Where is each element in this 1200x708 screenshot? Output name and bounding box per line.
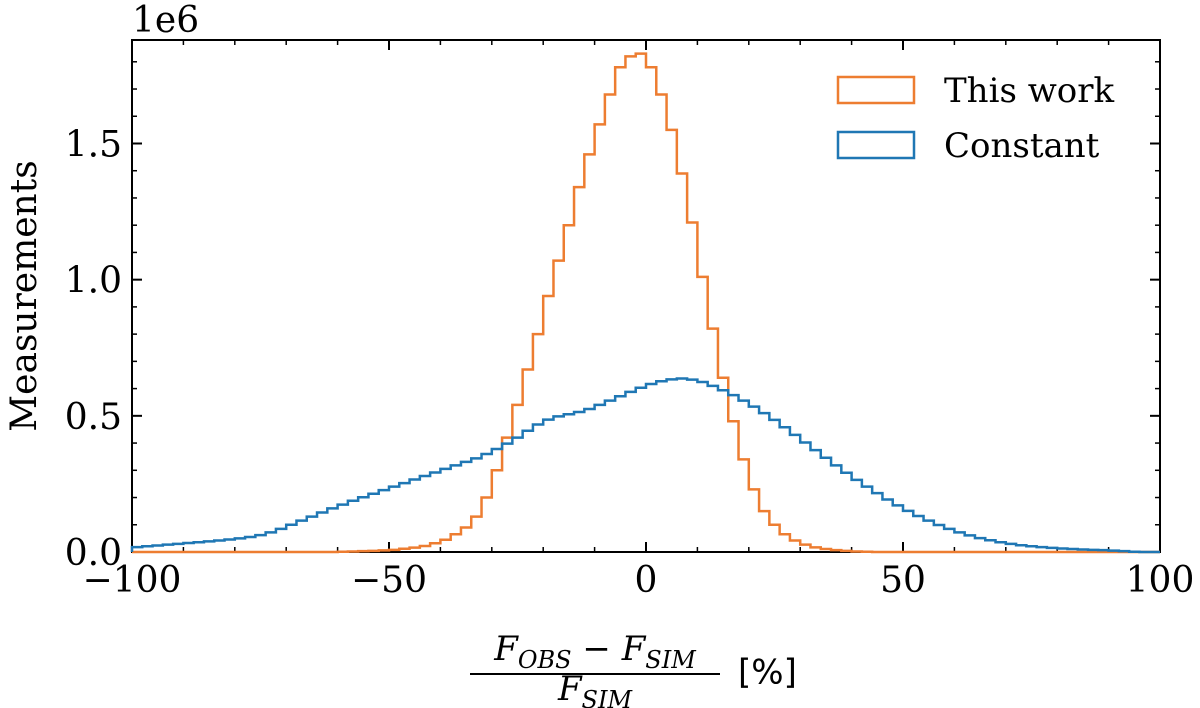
plot-frame <box>131 39 1161 553</box>
x-label-numerator: FOBS − FSIM <box>493 629 697 674</box>
x-tick-label: 50 <box>880 560 926 601</box>
x-label-denominator: FSIM <box>557 669 634 708</box>
x-tick-labels: −100 −50 0 50 100 <box>83 560 1195 601</box>
legend-label-constant: Constant <box>944 126 1100 166</box>
y-tick-label: 1.5 <box>65 124 122 165</box>
legend: This work Constant <box>836 71 1115 166</box>
x-tick-label: −100 <box>83 560 182 601</box>
y-tick-label: 1.0 <box>65 261 122 302</box>
y-tick-labels: 0.0 0.5 1.0 1.5 <box>65 124 122 574</box>
axis-ticks <box>131 40 1161 553</box>
y-offset-label: 1e6 <box>132 0 199 41</box>
legend-swatch-this-work <box>836 75 916 105</box>
y-tick-label: 0.5 <box>65 397 122 438</box>
x-tick-label: 100 <box>1126 560 1195 601</box>
histogram-step-constant <box>130 377 1160 554</box>
legend-swatch-constant <box>836 130 916 160</box>
histogram-step-this-work <box>132 52 1160 554</box>
x-label-unit: [%] <box>738 653 797 693</box>
x-tick-label: 0 <box>635 560 658 601</box>
y-axis-label: Measurements <box>4 160 45 431</box>
x-tick-label: −50 <box>351 560 427 601</box>
y-tick-label: 0.0 <box>65 533 122 574</box>
legend-label-this-work: This work <box>944 71 1115 111</box>
histogram-series <box>130 52 1160 554</box>
x-axis-label: FOBS − FSIM FSIM [%] <box>470 629 797 708</box>
